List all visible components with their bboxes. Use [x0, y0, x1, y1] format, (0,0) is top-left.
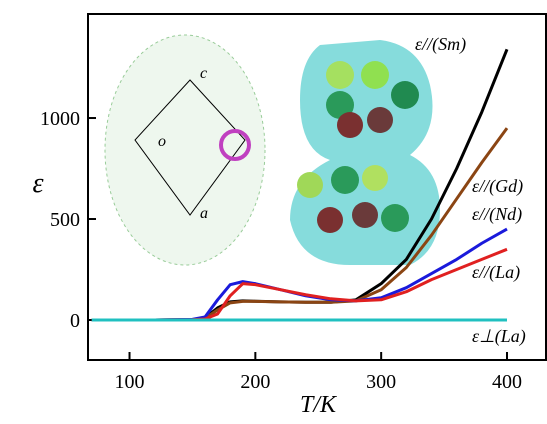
atom: [297, 172, 323, 198]
x-tick-label: 100: [115, 371, 145, 393]
atom: [367, 107, 393, 133]
series-line: [92, 249, 507, 320]
inset-cage: [290, 40, 440, 265]
y-axis-label: ε: [32, 168, 43, 199]
crystal-image: [105, 35, 265, 265]
series-label: ε//(La): [472, 262, 520, 283]
atom: [331, 166, 359, 194]
atom: [361, 61, 389, 89]
x-tick-label: 200: [240, 371, 270, 393]
atom: [326, 61, 354, 89]
atom: [362, 165, 388, 191]
inset-label: a: [200, 205, 208, 222]
atom: [381, 204, 409, 232]
series-label: ε//(Gd): [472, 176, 523, 197]
atom: [391, 81, 419, 109]
atom: [337, 112, 363, 138]
y-tick-label: 0: [70, 310, 80, 332]
x-tick-label: 300: [366, 371, 396, 393]
x-axis-label: T/K: [300, 392, 338, 418]
x-tick-label: 400: [492, 371, 522, 393]
inset-label: c: [200, 65, 207, 82]
chart: ε T/K 100 200 300 400 0 500 1000 ε//(Sm) ε//(Gd)…: [0, 0, 547, 424]
series-label: ε//(Nd): [472, 204, 522, 225]
inset-label: o: [158, 133, 166, 150]
series-label: ε//(Sm): [415, 34, 466, 55]
y-tick-label: 500: [50, 209, 80, 231]
inset-structure: [105, 35, 265, 265]
atom: [317, 207, 343, 233]
y-tick-label: 1000: [40, 108, 80, 130]
atom: [352, 202, 378, 228]
series-label: ε⊥(La): [472, 326, 526, 347]
